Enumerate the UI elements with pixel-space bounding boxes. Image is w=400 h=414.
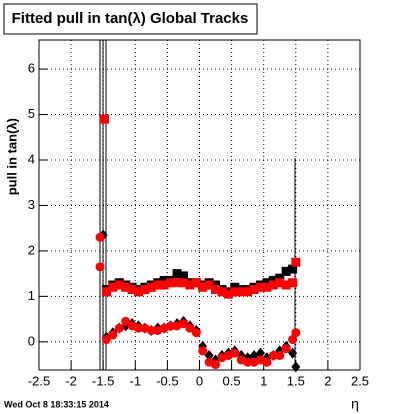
- data-point: [262, 282, 272, 292]
- data-point: [243, 357, 253, 367]
- data-point: [243, 287, 253, 297]
- x-tick-label: 1: [260, 373, 267, 388]
- data-point: [134, 287, 144, 297]
- data-point: [275, 278, 285, 288]
- data-point: [166, 278, 176, 288]
- data-point: [211, 280, 221, 290]
- data-point: [114, 280, 124, 290]
- data-point: [255, 282, 265, 292]
- x-tick-label: 2: [324, 373, 331, 388]
- x-tick-label: 1.5: [287, 373, 305, 388]
- data-point: [127, 285, 137, 295]
- data-point: [121, 282, 131, 292]
- data-point: [153, 280, 163, 290]
- data-point: [204, 280, 214, 290]
- y-tick-label: 1: [28, 288, 35, 303]
- data-point: [275, 350, 285, 360]
- data-point: [99, 114, 109, 124]
- data-point: [178, 271, 188, 281]
- data-point: [204, 349, 214, 361]
- x-tick-label: 0: [196, 373, 203, 388]
- data-point: [230, 287, 240, 297]
- data-point: [159, 280, 169, 290]
- data-point: [268, 350, 278, 360]
- title-box: [3, 3, 258, 35]
- data-point: [146, 325, 156, 335]
- data-point: [101, 287, 111, 297]
- data-point: [236, 287, 246, 297]
- data-point: [134, 323, 144, 333]
- data-point: [281, 280, 291, 290]
- data-point: [95, 232, 105, 242]
- y-tick-label: 5: [28, 106, 35, 121]
- chart-title: Fitted pull in tan(λ) Global Tracks: [12, 10, 249, 27]
- data-point: [101, 335, 111, 345]
- data-point: [288, 347, 298, 359]
- data-point: [185, 323, 195, 333]
- x-tick-label: -1: [130, 373, 142, 388]
- x-tick-label: 2.5: [351, 373, 369, 388]
- data-point: [262, 357, 272, 367]
- data-point: [275, 273, 285, 283]
- y-axis-label: pull in tan(λ): [4, 118, 19, 195]
- data-point: [198, 282, 208, 292]
- data-point: [146, 282, 156, 292]
- data-point: [191, 278, 201, 288]
- data-point: [288, 264, 298, 274]
- data-point: [268, 280, 278, 290]
- footer-date: Wed Oct 8 18:33:15 2014: [4, 399, 109, 409]
- data-point: [121, 316, 131, 326]
- x-tick-label: -1.5: [92, 373, 114, 388]
- data-point: [191, 328, 201, 338]
- x-tick-label: -0.5: [156, 373, 178, 388]
- data-point: [108, 330, 118, 340]
- data-point: [140, 285, 150, 295]
- data-point: [178, 278, 188, 288]
- data-point: [230, 348, 240, 358]
- data-point: [230, 282, 240, 292]
- data-point: [288, 335, 298, 345]
- data-point: [255, 347, 265, 359]
- data-point: [114, 323, 124, 333]
- data-point: [288, 278, 298, 288]
- data-point: [211, 360, 221, 370]
- data-point: [172, 269, 182, 279]
- y-tick-label: 6: [28, 61, 35, 76]
- y-tick-label: 2: [28, 242, 35, 257]
- data-point: [291, 361, 301, 373]
- data-point: [281, 344, 291, 354]
- x-tick-label: 0.5: [223, 373, 241, 388]
- data-point: [211, 285, 221, 295]
- data-point: [95, 262, 105, 272]
- data-point: [291, 257, 301, 267]
- y-tick-label: 4: [28, 151, 35, 166]
- data-point: [291, 328, 301, 338]
- data-point: [217, 287, 227, 297]
- data-point: [198, 346, 208, 356]
- data-point: [249, 285, 259, 295]
- x-tick-label: -2: [65, 373, 77, 388]
- data-point: [185, 280, 195, 290]
- data-point: [159, 275, 169, 285]
- data-point: [178, 319, 188, 329]
- x-tick-label: -2.5: [28, 373, 50, 388]
- data-point: [268, 275, 278, 285]
- y-tick-label: 3: [28, 197, 35, 212]
- x-axis-label: η: [351, 396, 359, 412]
- data-point: [249, 349, 259, 361]
- data-point: [223, 289, 233, 299]
- data-point: [166, 321, 176, 331]
- y-tick-label: 0: [28, 333, 35, 348]
- data-point: [172, 278, 182, 288]
- data-point: [281, 266, 291, 276]
- data-point: [262, 278, 272, 288]
- data-point: [108, 282, 118, 292]
